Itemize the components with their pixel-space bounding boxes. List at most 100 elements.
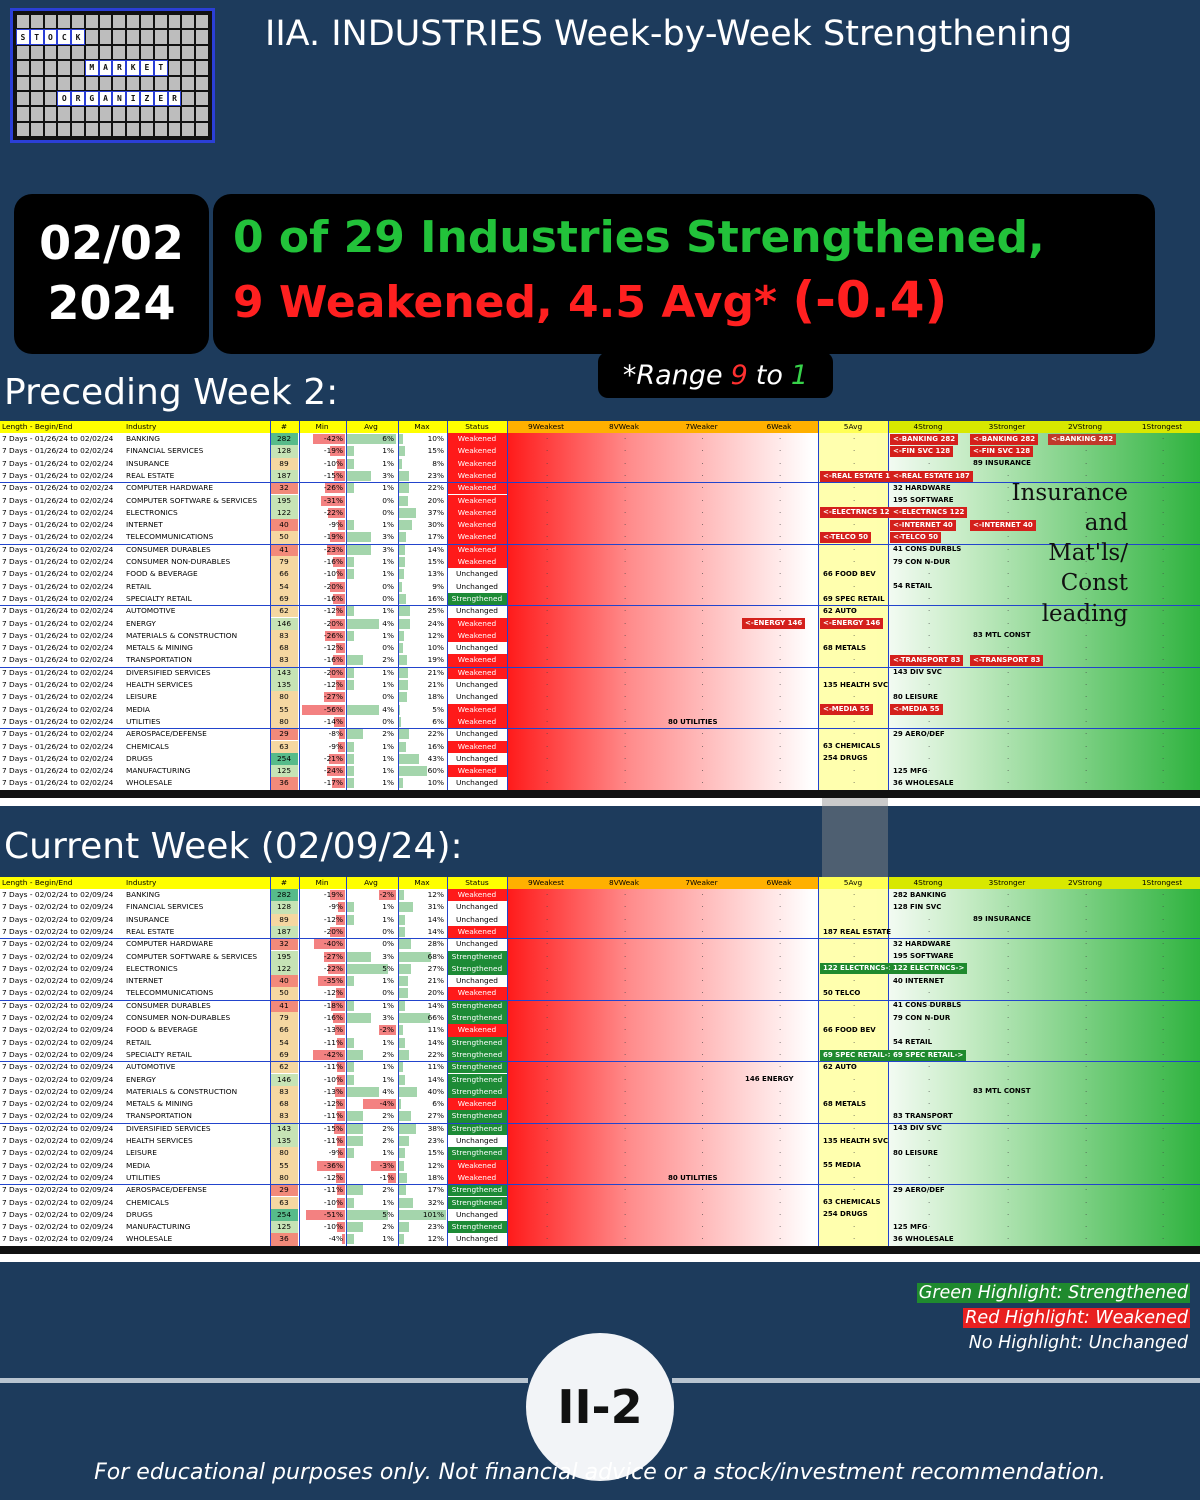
logo-cell xyxy=(99,76,112,90)
table-row: 7 Days - 02/02/24 to 02/09/24 UTILITIES 80… xyxy=(0,1171,1200,1185)
placeholder-dot: . xyxy=(546,1221,549,1230)
placeholder-dot: . xyxy=(1007,1171,1010,1180)
placeholder-dot: . xyxy=(928,1221,931,1230)
cell-avg: 1% xyxy=(346,630,396,642)
group-separator xyxy=(0,1184,1200,1186)
cell-avg: 1% xyxy=(346,1037,396,1049)
placeholder-dot: . xyxy=(853,938,856,947)
rating-tag: 54 RETAIL xyxy=(893,1038,933,1047)
placeholder-dot: . xyxy=(779,987,782,996)
placeholder-dot: . xyxy=(701,469,704,478)
logo-cell xyxy=(58,61,71,75)
placeholder-dot: . xyxy=(1085,740,1088,749)
placeholder-dot: . xyxy=(779,715,782,724)
placeholder-dot: . xyxy=(701,975,704,984)
cell-min: -12% xyxy=(299,1098,345,1110)
cell-value: 20% xyxy=(427,988,444,998)
placeholder-dot: . xyxy=(1085,765,1088,774)
placeholder-dot: . xyxy=(779,482,782,491)
cell-n: 83 xyxy=(270,1085,298,1099)
cell-value: 1% xyxy=(382,1234,394,1244)
cell-value: -42% xyxy=(323,434,343,443)
placeholder-dot: . xyxy=(928,629,931,638)
cell-n: 187 xyxy=(270,469,298,483)
cell-value: 1% xyxy=(382,778,394,788)
cell-value: 12% xyxy=(427,630,444,640)
cell-n: 125 xyxy=(270,765,298,778)
placeholder-dot: . xyxy=(853,1171,856,1180)
cell-avg: 0% xyxy=(346,507,396,519)
value-bar xyxy=(398,729,409,740)
placeholder-dot: . xyxy=(1007,617,1010,626)
cell-value: -11% xyxy=(323,1062,343,1072)
cell-len: 7 Days - 02/02/24 to 02/09/24 xyxy=(2,1013,114,1022)
placeholder-dot: . xyxy=(624,938,627,947)
cell-value: 1% xyxy=(382,1062,394,1072)
value-bar xyxy=(335,914,345,925)
rating-tag: 41 CONS DURBLS xyxy=(893,545,962,554)
placeholder-dot: . xyxy=(1007,592,1010,601)
value-bar xyxy=(346,778,355,789)
cell-max: 17% xyxy=(398,1184,446,1196)
placeholder-dot: . xyxy=(1085,728,1088,737)
logo-cell xyxy=(127,122,140,136)
placeholder-dot: . xyxy=(1007,913,1010,922)
placeholder-dot: . xyxy=(1007,1098,1010,1107)
cell-len: 7 Days - 02/02/24 to 02/09/24 xyxy=(2,1197,114,1207)
table-row: 7 Days - 01/26/24 to 02/02/24 INSURANCE 89… xyxy=(0,457,1200,470)
cell-max: 18% xyxy=(398,1172,446,1184)
placeholder-dot: . xyxy=(779,975,782,984)
cell-avg: 0% xyxy=(346,987,396,999)
column-separator xyxy=(299,421,300,790)
cell-avg: 1% xyxy=(346,556,396,568)
avg-column-connector xyxy=(822,798,888,884)
placeholder-dot: . xyxy=(1007,901,1010,910)
placeholder-dot: . xyxy=(701,938,704,947)
logo-cell: O xyxy=(57,90,72,107)
placeholder-dot: . xyxy=(624,580,627,589)
placeholder-dot: . xyxy=(1085,901,1088,910)
cell-len: 7 Days - 01/26/24 to 02/02/24 xyxy=(2,483,114,493)
placeholder-dot: . xyxy=(546,777,549,786)
rating-tag: 80 UTILITIES xyxy=(668,1173,718,1182)
placeholder-dot: . xyxy=(624,777,627,786)
header-cell: 3Stronger xyxy=(968,877,1046,889)
column-separator xyxy=(447,421,448,790)
cell-value: 1% xyxy=(382,914,394,924)
cell-status: Strengthened xyxy=(447,962,507,976)
rating-tag: <-ENERGY 146 xyxy=(742,618,806,630)
cell-avg: 1% xyxy=(346,765,396,777)
cell-value: 4% xyxy=(382,618,394,628)
placeholder-dot: . xyxy=(701,1171,704,1180)
rating-tag: 80 LEISURE xyxy=(893,692,938,701)
cell-value: -11% xyxy=(323,1111,343,1121)
logo-cell xyxy=(17,107,29,121)
rating-tag: 66 FOOD BEV xyxy=(823,1025,876,1034)
table-row: 7 Days - 01/26/24 to 02/02/24 CHEMICALS 63… xyxy=(0,740,1200,753)
placeholder-dot: . xyxy=(1162,654,1165,663)
placeholder-dot: . xyxy=(779,1073,782,1082)
placeholder-dot: . xyxy=(1162,950,1165,959)
placeholder-dot: . xyxy=(624,642,627,651)
cell-len: 7 Days - 01/26/24 to 02/02/24 xyxy=(2,495,114,505)
placeholder-dot: . xyxy=(1085,445,1088,454)
placeholder-dot: . xyxy=(701,1048,704,1057)
cell-len: 7 Days - 02/02/24 to 02/09/24 xyxy=(2,1172,114,1182)
placeholder-dot: . xyxy=(1085,703,1088,712)
cell-status: Strengthened xyxy=(447,1184,507,1197)
placeholder-dot: . xyxy=(1007,752,1010,761)
logo-cell xyxy=(196,30,208,44)
placeholder-dot: . xyxy=(624,531,627,540)
placeholder-dot: . xyxy=(701,1196,704,1205)
placeholder-dot: . xyxy=(701,691,704,700)
disclaimer-footer: For educational purposes only. Not finan… xyxy=(94,1460,1106,1485)
value-bar xyxy=(346,1197,355,1208)
placeholder-dot: . xyxy=(624,1135,627,1143)
placeholder-dot: . xyxy=(1007,765,1010,774)
cell-ind: COMPUTER HARDWARE xyxy=(126,483,214,493)
cell-value: 0% xyxy=(382,593,394,603)
cell-status: Unchanged xyxy=(447,679,507,692)
placeholder-dot: . xyxy=(624,679,627,687)
cell-min: -11% xyxy=(299,1037,345,1049)
logo-cell xyxy=(17,91,29,106)
